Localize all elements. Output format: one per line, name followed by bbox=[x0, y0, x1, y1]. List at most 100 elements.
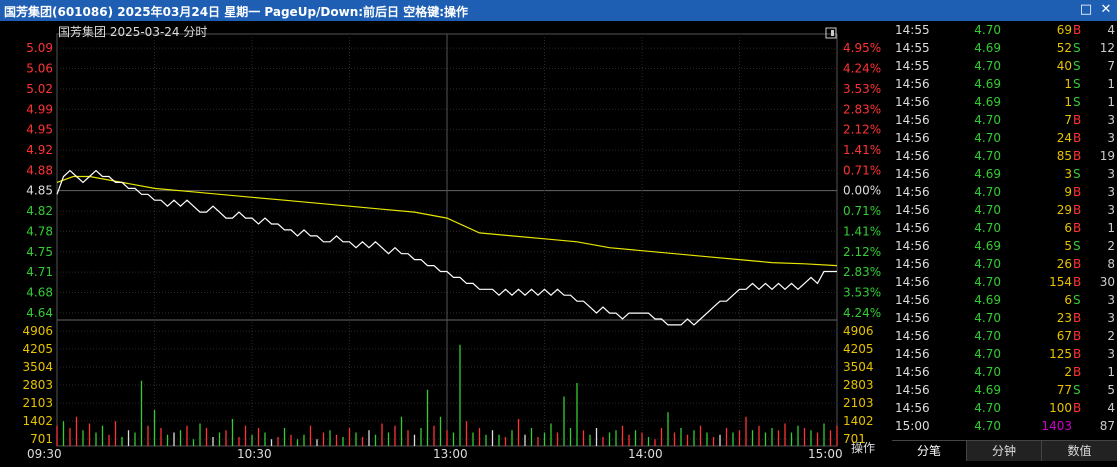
trade-time: 14:56 bbox=[895, 401, 930, 415]
operate-button[interactable]: 操作 bbox=[851, 440, 875, 455]
trade-count: 3 bbox=[1107, 113, 1115, 127]
volume-bars bbox=[56, 344, 838, 446]
trade-row: 14:55 4.70 40 S 7 bbox=[892, 59, 1117, 77]
trade-row: 14:56 4.70 7 B 3 bbox=[892, 113, 1117, 131]
trade-direction: B bbox=[1073, 401, 1082, 415]
trade-time: 14:56 bbox=[895, 365, 930, 379]
window-title: 国芳集团(601086) 2025年03月24日 星期一 PageUp/Down… bbox=[4, 5, 469, 19]
trade-price: 4.70 bbox=[974, 23, 1001, 37]
price-tick-label: 4.82 bbox=[26, 204, 53, 218]
trade-volume: 26 bbox=[1056, 257, 1072, 271]
chart-grid bbox=[56, 33, 838, 447]
trade-count: 5 bbox=[1107, 383, 1115, 397]
volume-tick-label: 701 bbox=[30, 432, 53, 446]
time-tick-label: 15:00 bbox=[808, 447, 843, 460]
trade-volume: 6 bbox=[1064, 221, 1072, 235]
trade-count: 12 bbox=[1099, 41, 1115, 55]
trade-count: 1 bbox=[1107, 95, 1115, 109]
trade-price: 4.70 bbox=[974, 311, 1001, 325]
trade-time: 14:56 bbox=[895, 347, 930, 361]
percent-tick-label: 3.53% bbox=[843, 285, 881, 299]
trade-price: 4.70 bbox=[974, 365, 1001, 379]
trade-time: 14:56 bbox=[895, 167, 930, 181]
trade-row: 14:56 4.69 6 S 3 bbox=[892, 293, 1117, 311]
trade-direction: B bbox=[1073, 347, 1082, 361]
trade-time: 14:56 bbox=[895, 131, 930, 145]
trade-direction: S bbox=[1073, 77, 1081, 91]
percent-tick-label: 2.12% bbox=[843, 123, 881, 137]
chart-header: 国芳集团 2025-03-24 分时 bbox=[58, 24, 207, 39]
trade-price: 4.70 bbox=[974, 401, 1001, 415]
tab-values[interactable]: 数值 bbox=[1042, 441, 1117, 461]
trade-volume: 1403 bbox=[1041, 419, 1072, 433]
volume-tick-label: 4205 bbox=[22, 342, 53, 356]
trade-time: 14:55 bbox=[895, 23, 930, 37]
trade-direction: S bbox=[1073, 167, 1081, 181]
trade-time: 14:56 bbox=[895, 329, 930, 343]
trade-time: 14:56 bbox=[895, 239, 930, 253]
trade-row: 15:00 4.70 1403 87 bbox=[892, 419, 1117, 437]
trade-row: 14:55 4.70 69 B 4 bbox=[892, 23, 1117, 41]
trade-row: 14:56 4.70 24 B 3 bbox=[892, 131, 1117, 149]
volume-tick-label-right: 2103 bbox=[843, 396, 874, 410]
trade-direction: B bbox=[1073, 329, 1082, 343]
price-line bbox=[56, 169, 837, 326]
trade-count: 2 bbox=[1107, 239, 1115, 253]
tab-minutes[interactable]: 分钟 bbox=[967, 441, 1042, 461]
trade-price: 4.70 bbox=[974, 203, 1001, 217]
price-tick-label: 4.75 bbox=[26, 245, 53, 259]
percent-tick-label: 2.83% bbox=[843, 265, 881, 279]
trade-time: 14:56 bbox=[895, 311, 930, 325]
trade-direction: B bbox=[1073, 275, 1082, 289]
volume-tick-label-right: 4205 bbox=[843, 342, 874, 356]
trade-row: 14:56 4.69 77 S 5 bbox=[892, 383, 1117, 401]
trade-volume: 29 bbox=[1056, 203, 1072, 217]
tab-ticks[interactable]: 分笔 bbox=[892, 441, 967, 461]
trade-count: 1 bbox=[1107, 365, 1115, 379]
trade-price: 4.70 bbox=[974, 347, 1001, 361]
trade-price: 4.69 bbox=[974, 383, 1001, 397]
trade-price: 4.70 bbox=[974, 59, 1001, 73]
percent-tick-label: 1.41% bbox=[843, 224, 881, 238]
volume-tick-label: 2103 bbox=[22, 396, 53, 410]
time-tick-label: 10:30 bbox=[237, 447, 272, 460]
trade-time: 15:00 bbox=[895, 419, 930, 433]
trade-volume: 9 bbox=[1064, 185, 1072, 199]
volume-tick-label: 4906 bbox=[22, 324, 53, 338]
trade-volume: 125 bbox=[1049, 347, 1072, 361]
percent-tick-label: 4.95% bbox=[843, 41, 881, 55]
trade-volume: 85 bbox=[1056, 149, 1072, 163]
price-tick-label: 4.71 bbox=[26, 265, 53, 279]
price-tick-label: 4.95 bbox=[26, 123, 53, 137]
restore-icon[interactable]: □ bbox=[1079, 2, 1093, 17]
trade-time: 14:56 bbox=[895, 221, 930, 235]
trade-row: 14:56 4.70 154 B 30 bbox=[892, 275, 1117, 293]
volume-tick-label: 3504 bbox=[22, 360, 53, 374]
price-tick-label: 5.09 bbox=[26, 41, 53, 55]
trade-row: 14:56 4.69 1 S 1 bbox=[892, 77, 1117, 95]
tick-trade-list[interactable]: 14:55 4.70 69 B 4 14:55 4.69 52 S 12 14:55 4.70 40 S 7… bbox=[892, 21, 1117, 467]
trade-volume: 6 bbox=[1064, 293, 1072, 307]
trade-volume: 2 bbox=[1064, 365, 1072, 379]
trade-count: 7 bbox=[1107, 59, 1115, 73]
percent-tick-label: 0.71% bbox=[843, 204, 881, 218]
trade-direction: B bbox=[1073, 365, 1082, 379]
time-tick-label: 09:30 bbox=[27, 447, 62, 460]
trade-row: 14:56 4.70 100 B 4 bbox=[892, 401, 1117, 419]
panel-toggle-icon[interactable] bbox=[825, 27, 837, 39]
trade-volume: 23 bbox=[1056, 311, 1072, 325]
trade-volume: 77 bbox=[1056, 383, 1072, 397]
close-icon[interactable]: ✕ bbox=[1100, 2, 1112, 17]
trade-row: 14:56 4.70 85 B 19 bbox=[892, 149, 1117, 167]
trade-direction: B bbox=[1073, 23, 1082, 37]
percent-tick-label: 2.12% bbox=[843, 245, 881, 259]
trade-count: 1 bbox=[1107, 77, 1115, 91]
percent-tick-label: 4.24% bbox=[843, 306, 881, 320]
trade-direction: B bbox=[1073, 149, 1082, 163]
trade-count: 3 bbox=[1107, 185, 1115, 199]
trade-price: 4.70 bbox=[974, 149, 1001, 163]
trade-direction: S bbox=[1073, 383, 1081, 397]
percent-tick-label: 4.24% bbox=[843, 62, 881, 76]
price-tick-label: 4.85 bbox=[26, 184, 53, 198]
intraday-chart[interactable]: 5.09 5.06 5.02 4.99 4.95 4.92 4.88 4.85 4.82 4.78… bbox=[0, 21, 892, 460]
